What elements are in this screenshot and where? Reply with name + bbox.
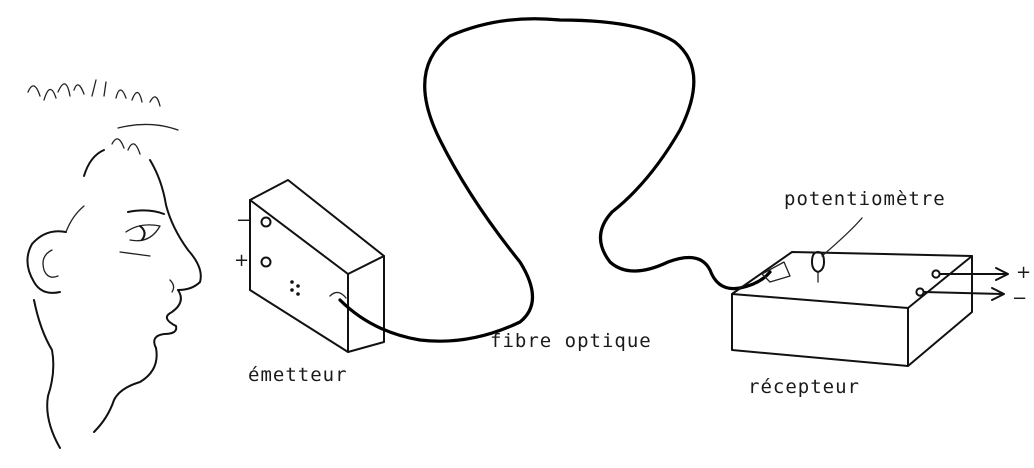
emitter-speaker-dots [290, 280, 300, 296]
emitter-minus-sign: − [236, 210, 252, 231]
potentiometer-leader-line [821, 217, 863, 257]
person-head-sketch [26, 79, 202, 449]
receiver-minus-terminal [915, 287, 925, 297]
receiver-output-plus-sign: + [1016, 262, 1032, 283]
emitter-fiber-connector [329, 291, 347, 299]
output-arrow-minus [923, 287, 1005, 301]
potentiometer-knob [811, 251, 825, 283]
receiver-plus-terminal [931, 269, 941, 279]
emitter-box [249, 179, 385, 353]
output-arrow-plus [939, 267, 1009, 281]
optical-fiber-cable [338, 17, 772, 343]
emitter-label: émetteur [248, 364, 348, 386]
receiver-output-minus-sign: − [1012, 288, 1028, 309]
receiver-fiber-port [761, 261, 791, 283]
fiber-label: fibre optique [490, 330, 652, 352]
receiver-label: récepteur [748, 376, 860, 398]
emitter-plus-terminal [260, 256, 272, 268]
receiver-box [731, 251, 1009, 367]
emitter-minus-terminal [260, 216, 272, 228]
potentiometer-label: potentiomètre [784, 188, 946, 210]
emitter-plus-sign: + [234, 250, 250, 271]
